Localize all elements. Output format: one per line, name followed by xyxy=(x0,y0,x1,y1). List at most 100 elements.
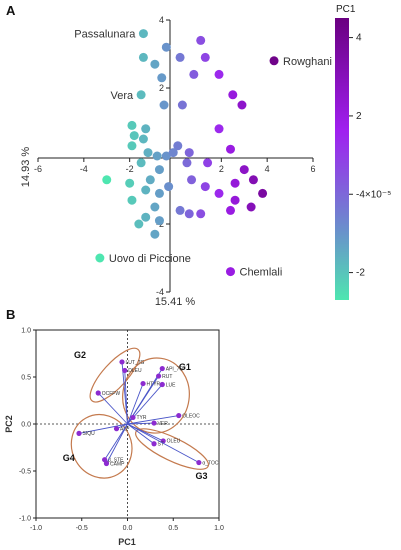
sample-point xyxy=(134,219,144,229)
loading-point xyxy=(95,390,101,396)
sample-point xyxy=(196,209,206,219)
sample-point xyxy=(228,90,238,100)
sample-point xyxy=(214,69,224,79)
sample-point xyxy=(154,165,164,175)
colorbar: PC1 4 2 -4×10⁻⁵ -2 xyxy=(335,4,391,300)
sample-point xyxy=(127,141,137,151)
panel-a-xtick-label: 4 xyxy=(265,164,270,174)
sample-annotation: Uovo di Piccione xyxy=(109,253,191,265)
sample-point xyxy=(200,52,210,62)
panel-b-ylabel: PC2 xyxy=(4,415,14,433)
loading-label: RUT xyxy=(162,374,172,380)
sample-point xyxy=(125,178,135,188)
colorbar-title: PC1 xyxy=(336,4,356,15)
sample-point xyxy=(258,188,268,198)
sample-point xyxy=(152,151,162,161)
sample-point xyxy=(154,188,164,198)
sample-point xyxy=(127,120,137,130)
loading-point xyxy=(151,420,157,426)
colorbar-tick-label: 2 xyxy=(356,111,362,122)
sample-point xyxy=(203,158,213,168)
sample-point xyxy=(141,124,151,134)
loading-vector xyxy=(127,422,155,425)
sample-annotation: Chemlali xyxy=(240,267,283,279)
loading-label: α_TOC xyxy=(202,460,219,466)
sample-point xyxy=(248,175,258,185)
loading-point xyxy=(159,365,165,372)
loading-vector xyxy=(124,370,128,425)
panel-a-ylabel: 14.93 % xyxy=(20,147,32,188)
group-label: G1 xyxy=(179,362,191,372)
panel-b-xtick-label: 0.0 xyxy=(123,525,133,532)
sample-point xyxy=(269,56,279,66)
loading-point xyxy=(76,430,82,436)
sample-point xyxy=(129,131,139,141)
colorbar-tick-label: 4 xyxy=(356,33,362,44)
loading-label: HTYR xyxy=(147,381,161,387)
sample-point xyxy=(102,175,112,185)
sample-point xyxy=(150,59,160,69)
panel-a-xtick-label: -2 xyxy=(126,164,134,174)
loading-point xyxy=(151,441,157,447)
sample-point xyxy=(159,100,169,110)
loading-vector xyxy=(97,392,128,425)
panel-a-bottom-label: 15.41 % xyxy=(155,296,196,308)
sample-point xyxy=(138,52,148,62)
loading-vector xyxy=(104,423,128,460)
loading-point xyxy=(196,459,202,466)
sample-point xyxy=(175,52,185,62)
loading-point xyxy=(119,359,125,365)
panel-b-ytick-label: 0.5 xyxy=(21,375,31,382)
loading-vector xyxy=(127,415,179,425)
loading-label: β_STE xyxy=(108,458,124,464)
loading-point xyxy=(113,426,120,432)
sample-point xyxy=(138,134,148,144)
sample-annotation: Vera xyxy=(110,90,134,102)
sample-point xyxy=(214,188,224,198)
panel-b-loadings: PC1 PC2 -1.0 -0.5 0.0 0.5 1.0 1.0 0.5 0.0 -0.5 -1… xyxy=(4,328,224,548)
sample-point xyxy=(95,253,105,263)
group-ellipse xyxy=(135,428,210,470)
panel-b-ytick-label: -0.5 xyxy=(19,469,31,476)
group-label: G4 xyxy=(63,453,75,463)
sample-point xyxy=(145,175,155,185)
loading-label: VER xyxy=(158,421,169,427)
sample-annotation: Passalunara xyxy=(74,29,136,41)
panel-b-label: B xyxy=(6,307,15,322)
loading-point xyxy=(122,367,128,374)
loading-vector xyxy=(127,423,155,445)
panel-a-ytick-label: 2 xyxy=(159,83,164,93)
loading-label: OLEU xyxy=(167,439,181,445)
sample-point xyxy=(150,229,160,239)
sample-point xyxy=(200,182,210,192)
sample-point xyxy=(196,35,206,45)
loading-point xyxy=(159,381,165,388)
group-label: G3 xyxy=(195,471,207,481)
panel-a-label: A xyxy=(6,3,16,18)
group-label: G2 xyxy=(74,350,86,360)
sample-point xyxy=(154,216,164,226)
colorbar-tick-label: -4×10⁻⁵ xyxy=(356,189,391,200)
loading-label: ST xyxy=(158,442,164,448)
panel-b-ytick-label: 1.0 xyxy=(21,328,31,335)
panel-b-xtick-label: 1.0 xyxy=(214,525,224,532)
sample-point xyxy=(226,144,235,154)
sample-point xyxy=(141,185,151,195)
loading-vector xyxy=(127,383,144,425)
panel-a-ytick-label: 4 xyxy=(159,15,164,25)
sample-point xyxy=(187,175,197,185)
panel-a-xtick-label: -4 xyxy=(80,164,88,174)
sample-point xyxy=(143,148,153,158)
loading-label: OCFFW xyxy=(102,391,121,397)
sample-point xyxy=(230,178,240,188)
panel-b-xtick-label: -0.5 xyxy=(76,525,88,532)
sample-point xyxy=(161,151,171,161)
sample-point xyxy=(182,158,192,168)
loading-label: DLEU xyxy=(128,368,142,374)
colorbar-gradient xyxy=(335,18,349,300)
sample-point xyxy=(141,212,151,222)
sample-point xyxy=(184,209,194,219)
sample-point xyxy=(239,165,249,175)
panel-b-ytick-label: -1.0 xyxy=(19,516,31,523)
loading-label: SIQU xyxy=(83,431,96,437)
